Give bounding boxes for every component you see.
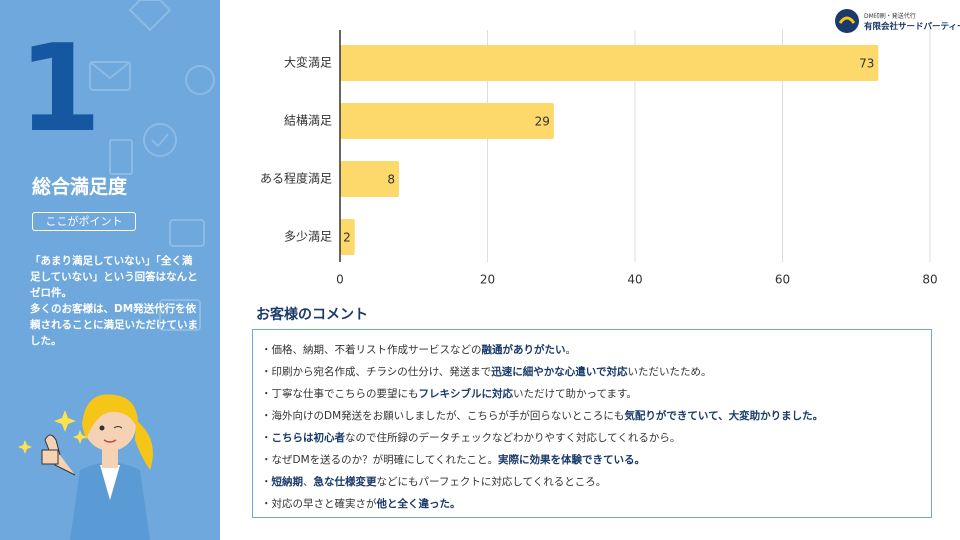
comment-text: ・海外向けのDM発送をお願いしましたが、こちらが手が回らないところにも — [261, 410, 625, 422]
comment-highlight: 短納期 — [271, 476, 304, 488]
y-tick-label: 結構満足 — [284, 114, 332, 128]
value-label: 73 — [859, 57, 874, 71]
bar — [340, 161, 399, 197]
comment-text: ・価格、納期、不着リスト作成サービスなどの — [261, 344, 482, 356]
section-title: 総合満足度 — [32, 176, 128, 198]
comment-highlight: 実際に効果を体験できている。 — [498, 454, 646, 466]
comment: ・こちらは初心者なので住所録のデータチェックなどわかりやすく対応してくれるから。 — [261, 427, 923, 449]
comment-text: 。 — [565, 344, 577, 356]
point-badge: ここがポイント — [32, 212, 136, 231]
point-text: 多くのお客様は、DM発送代行を依頼されることに満足いただけていました。 — [30, 303, 198, 347]
comment: ・海外向けのDM発送をお願いしましたが、こちらが手が回らないところにも気配りがで… — [261, 405, 923, 427]
comment-highlight: 融通がありがたい — [481, 344, 566, 356]
y-tick-label: ある程度満足 — [260, 171, 332, 186]
comment-text: 、 — [303, 476, 314, 488]
comment-highlight: 迅速に細やかな心遣いで対応 — [491, 366, 628, 378]
comment-text: ・対応の早さと確実さが — [261, 498, 377, 510]
value-label: 29 — [535, 115, 550, 129]
comment-text: いただいたため。 — [627, 366, 712, 378]
comment: ・丁寧な仕事でこちらの要望にもフレキシブルに対応いただけて助かってます。 — [261, 383, 923, 405]
logo-name: 有限会社サードパーティー — [864, 22, 960, 32]
value-label: 2 — [343, 231, 351, 245]
point-text: 「あまり満足していない」「全く満足していない」という回答はなんとゼロ件。 — [30, 255, 198, 299]
comment-highlight: 気配りができていて、大変助かりました。 — [624, 410, 824, 422]
bar — [340, 219, 355, 255]
comment: ・価格、納期、不着リスト作成サービスなどの融通がありがたい。 — [261, 339, 923, 361]
x-tick-label: 80 — [922, 273, 937, 287]
comment-text: なので住所録のデータチェックなどわかりやすく対応してくれるから。 — [345, 432, 681, 444]
value-label: 8 — [387, 173, 395, 187]
comments-title: お客様のコメント — [256, 307, 368, 323]
x-tick-label: 60 — [775, 273, 790, 287]
logo-mark — [835, 9, 859, 33]
x-tick-label: 0 — [336, 273, 344, 287]
comment-text: ・ — [261, 476, 272, 488]
logo-sub: DM印刷・発送代行 — [864, 13, 916, 20]
comment-text: いただけて助かってます。 — [513, 388, 637, 400]
y-tick-label: 大変満足 — [284, 55, 332, 70]
comment-text: ・印刷から宛名作成、チラシの仕分け、発送まで — [261, 366, 492, 378]
bar — [340, 45, 879, 81]
comment-highlight: 他と全く違った。 — [376, 498, 461, 510]
comment: ・対応の早さと確実さが他と全く違った。 — [261, 493, 923, 515]
sidebar: 1 総合満足度 ここがポイント 「あまり満足していない」「全く満足していない」と… — [0, 0, 220, 540]
comment-highlight: フレキシブルに対応 — [418, 388, 514, 400]
logo: DM印刷・発送代行 有限会社サードパーティー — [834, 8, 960, 36]
y-tick-label: 多少満足 — [284, 230, 332, 244]
comment-highlight: 急な仕様変更 — [313, 476, 377, 488]
comment-text: ・なぜDMを送るのか？が明確にしてくれたこと。 — [261, 454, 499, 466]
comment: ・なぜDMを送るのか？が明確にしてくれたこと。実際に効果を体験できている。 — [261, 449, 923, 471]
comment: ・印刷から宛名作成、チラシの仕分け、発送まで迅速に細やかな心遣いで対応いただいた… — [261, 361, 923, 383]
section-number: 1 — [18, 20, 102, 159]
character — [18, 394, 153, 540]
comment-highlight: こちらは初心者 — [271, 432, 346, 444]
comment-text: などにもパーフェクトに対応してくれるところ。 — [376, 476, 607, 488]
comment: ・短納期、急な仕様変更などにもパーフェクトに対応してくれるところ。 — [261, 471, 923, 493]
x-tick-label: 40 — [627, 273, 642, 287]
background-icons — [18, 0, 215, 540]
x-tick-label: 20 — [480, 273, 495, 287]
bar — [340, 103, 554, 139]
comments-box: ・価格、納期、不着リスト作成サービスなどの融通がありがたい。 ・印刷から宛名作成、… — [252, 329, 932, 518]
comment-text: ・丁寧な仕事でこちらの要望にも — [261, 388, 419, 400]
comment-text: ・ — [261, 432, 272, 444]
chart: 0 20 40 60 80 大変満足 73 結構満足 29 ある程度満足 8 多少満足 2 — [260, 30, 938, 287]
